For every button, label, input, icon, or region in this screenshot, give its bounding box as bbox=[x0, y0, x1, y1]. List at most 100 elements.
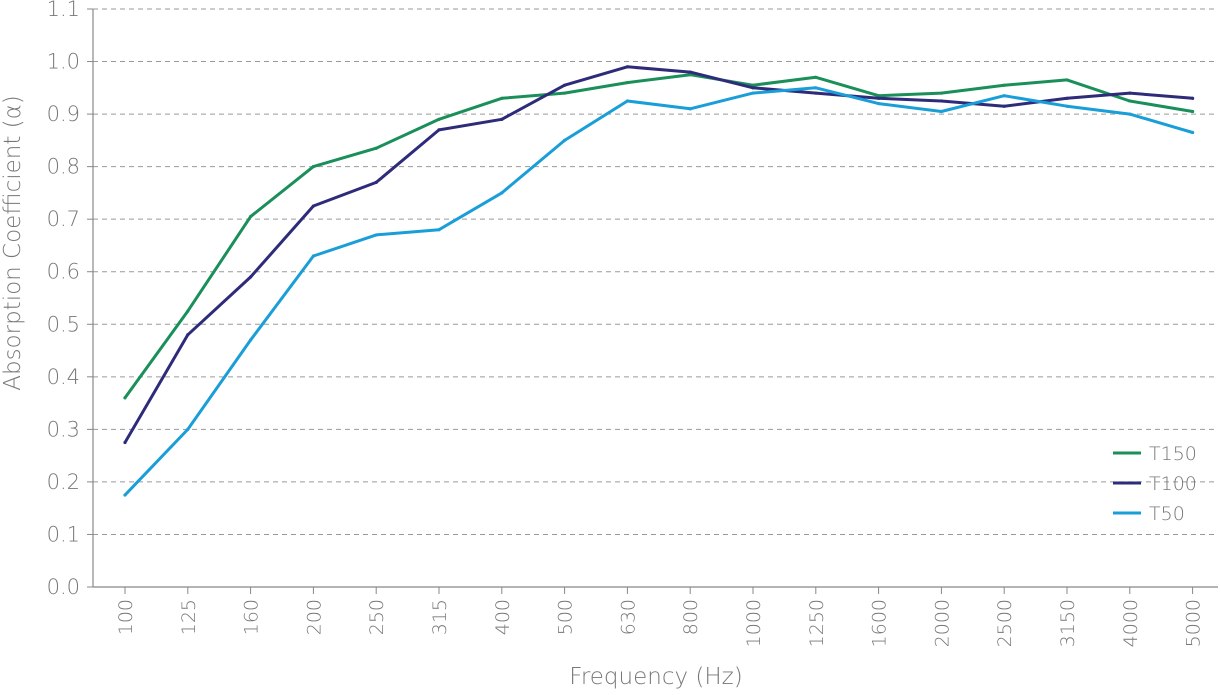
series-lines bbox=[123, 65, 1195, 497]
data-point-t150 bbox=[311, 165, 315, 169]
data-point-t100 bbox=[311, 204, 315, 208]
x-tick-label: 315 bbox=[429, 599, 451, 635]
data-point-t150 bbox=[500, 96, 504, 100]
y-tick-label: 1.0 bbox=[47, 50, 80, 74]
y-tick-label: 0.0 bbox=[47, 575, 80, 599]
x-tick-label: 250 bbox=[366, 599, 388, 635]
data-point-t50 bbox=[563, 138, 567, 142]
data-point-t100 bbox=[625, 65, 630, 69]
x-tick-label: 160 bbox=[241, 599, 263, 635]
data-point-t50 bbox=[374, 233, 378, 237]
x-tick-label: 2500 bbox=[994, 599, 1016, 647]
data-point-t150 bbox=[563, 91, 567, 95]
y-tick-label: 0.1 bbox=[47, 522, 80, 546]
y-tick-label: 0.9 bbox=[47, 102, 80, 126]
data-point-t50 bbox=[1065, 104, 1069, 108]
data-point-t50 bbox=[186, 427, 190, 431]
data-point-t50 bbox=[437, 228, 441, 232]
data-point-t100 bbox=[563, 83, 567, 87]
data-point-t100 bbox=[1191, 96, 1195, 100]
data-point-t150 bbox=[374, 146, 378, 150]
data-point-t100 bbox=[374, 180, 378, 184]
data-point-t50 bbox=[939, 109, 944, 114]
data-point-t150 bbox=[625, 80, 630, 85]
data-point-t150 bbox=[186, 309, 190, 313]
data-point-t150 bbox=[123, 396, 127, 400]
legend-label-t50: T50 bbox=[1149, 503, 1185, 525]
data-point-t100 bbox=[877, 96, 881, 100]
data-point-t50 bbox=[814, 86, 818, 90]
data-point-t100 bbox=[437, 128, 441, 132]
x-tick-label: 2000 bbox=[931, 599, 953, 647]
y-tick-label: 0.6 bbox=[47, 260, 80, 284]
x-tick-label: 125 bbox=[178, 599, 200, 635]
data-point-t150 bbox=[1002, 83, 1006, 87]
x-tick-label: 3150 bbox=[1057, 599, 1079, 647]
x-tick-label: 500 bbox=[555, 599, 577, 635]
legend-label-t150: T150 bbox=[1149, 443, 1197, 465]
data-point-t50 bbox=[877, 101, 881, 106]
data-point-t150 bbox=[437, 117, 441, 121]
data-point-t150 bbox=[688, 73, 692, 77]
data-point-t150 bbox=[1191, 109, 1195, 114]
x-tick-label: 630 bbox=[617, 599, 639, 635]
data-point-t100 bbox=[939, 99, 944, 103]
data-point-t150 bbox=[1128, 99, 1132, 103]
y-tick-label: 1.1 bbox=[47, 0, 80, 21]
x-tick-label: 1250 bbox=[806, 599, 828, 647]
data-point-t150 bbox=[751, 83, 755, 87]
axes bbox=[92, 9, 1218, 588]
data-point-t150 bbox=[877, 94, 881, 98]
x-tick-label: 1000 bbox=[743, 599, 765, 647]
data-point-t50 bbox=[311, 254, 315, 258]
x-tick-label: 100 bbox=[115, 599, 137, 635]
x-axis-title: Frequency (Hz) bbox=[569, 664, 742, 690]
data-point-t50 bbox=[1191, 130, 1195, 135]
y-tick-label: 0.3 bbox=[47, 417, 80, 441]
series-line-t150 bbox=[123, 73, 1195, 400]
x-tick-label: 1600 bbox=[869, 599, 891, 647]
data-point-t100 bbox=[249, 275, 253, 279]
data-point-t150 bbox=[1065, 78, 1069, 82]
data-point-t50 bbox=[688, 107, 692, 111]
data-point-t50 bbox=[625, 99, 630, 103]
x-tick-label: 5000 bbox=[1183, 599, 1205, 647]
data-point-t100 bbox=[500, 117, 504, 121]
x-tick-label: 200 bbox=[303, 599, 325, 635]
legend-label-t100: T100 bbox=[1149, 473, 1197, 495]
legend: T150 T100 T50 bbox=[1113, 443, 1197, 525]
data-point-t50 bbox=[751, 91, 755, 95]
data-point-t50 bbox=[1002, 94, 1006, 98]
data-point-t100 bbox=[1002, 104, 1006, 108]
data-point-t100 bbox=[123, 440, 127, 445]
y-tick-label: 0.7 bbox=[47, 207, 80, 231]
y-tick-label: 0.2 bbox=[47, 470, 80, 494]
data-point-t50 bbox=[123, 493, 127, 497]
data-point-t100 bbox=[1065, 96, 1069, 100]
series-line-t100 bbox=[123, 65, 1195, 444]
y-axis-title: Absorption Coefficient (α) bbox=[0, 95, 26, 391]
series-line-t50 bbox=[123, 86, 1195, 497]
x-tick-label: 4000 bbox=[1120, 599, 1142, 647]
y-tick-label: 0.5 bbox=[47, 312, 80, 336]
data-point-t50 bbox=[1128, 112, 1132, 116]
y-tick-label: 0.4 bbox=[47, 365, 80, 389]
data-point-t100 bbox=[688, 70, 692, 74]
data-point-t100 bbox=[186, 333, 190, 337]
data-point-t50 bbox=[500, 191, 504, 195]
data-point-t100 bbox=[1128, 91, 1132, 95]
data-point-t150 bbox=[249, 214, 253, 219]
data-point-t150 bbox=[939, 91, 944, 95]
data-point-t50 bbox=[249, 338, 253, 342]
y-axis-ticks: 0.0 0.1 0.2 0.3 0.4 0.5 0.6 0.7 0.8 0.9 1.0 1.1 bbox=[47, 0, 93, 599]
x-tick-label: 800 bbox=[680, 599, 702, 635]
x-axis-ticks: 100 125 160 200 250 315 400 500 630 800 1000 1250 16… bbox=[115, 587, 1205, 647]
gridlines bbox=[93, 8, 1218, 535]
y-tick-label: 0.8 bbox=[47, 155, 80, 179]
data-point-t150 bbox=[814, 75, 818, 79]
data-point-t100 bbox=[814, 91, 818, 95]
data-point-t100 bbox=[751, 86, 755, 90]
x-tick-label: 400 bbox=[492, 599, 514, 635]
